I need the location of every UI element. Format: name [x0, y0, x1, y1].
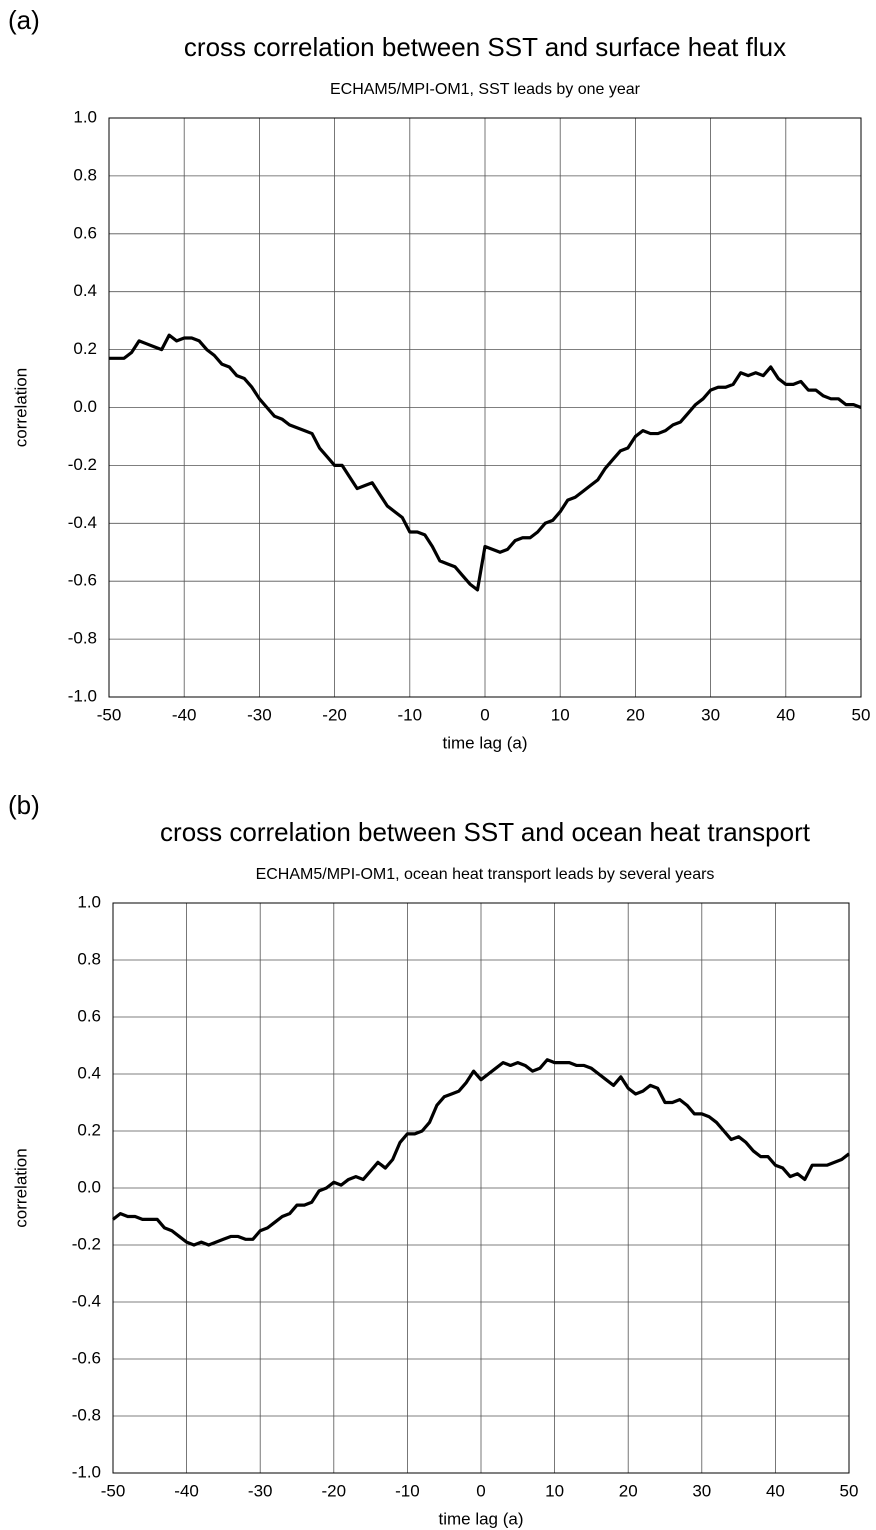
- chart-title: cross correlation between SST and surfac…: [184, 32, 786, 62]
- y-tick-label: -0.6: [68, 571, 97, 590]
- y-tick-label: -1.0: [72, 1462, 101, 1481]
- x-tick-label: -20: [322, 705, 347, 724]
- x-tick-label: 40: [766, 1481, 785, 1500]
- y-tick-label: -0.4: [72, 1291, 101, 1310]
- y-axis-label: correlation: [11, 368, 30, 447]
- data-line: [112, 1058, 850, 1247]
- data-line: [109, 333, 862, 592]
- chart-title: cross correlation between SST and ocean …: [160, 817, 811, 847]
- x-tick-label: 30: [701, 705, 720, 724]
- x-tick-label: 30: [692, 1481, 711, 1500]
- y-tick-label: -0.2: [68, 455, 97, 474]
- y-tick-label: -0.4: [68, 513, 97, 532]
- x-tick-label: 0: [476, 1481, 485, 1500]
- x-tick-label: -50: [97, 705, 122, 724]
- x-tick-label: -40: [172, 705, 197, 724]
- y-tick-label: 0.8: [77, 949, 101, 968]
- y-tick-label: 0.2: [73, 339, 97, 358]
- x-tick-label: 10: [545, 1481, 564, 1500]
- x-tick-label: 20: [619, 1481, 638, 1500]
- x-tick-label: -40: [174, 1481, 199, 1500]
- panel-label: (b): [8, 790, 40, 820]
- y-tick-label: 0.6: [73, 223, 97, 242]
- y-axis-label: correlation: [11, 1148, 30, 1227]
- x-tick-label: 10: [551, 705, 570, 724]
- y-tick-label: 1.0: [77, 892, 101, 911]
- y-tick-label: 0.4: [77, 1063, 101, 1082]
- y-tick-label: -0.6: [72, 1348, 101, 1367]
- y-tick-label: -0.8: [72, 1405, 101, 1424]
- y-tick-label: -0.2: [72, 1234, 101, 1253]
- x-tick-label: -30: [247, 705, 272, 724]
- panel-label: (a): [8, 5, 40, 35]
- y-tick-label: 1.0: [73, 107, 97, 126]
- y-tick-label: -1.0: [68, 686, 97, 705]
- x-axis-label: time lag (a): [438, 1509, 523, 1528]
- x-tick-label: 40: [776, 705, 795, 724]
- x-tick-label: -50: [101, 1481, 126, 1500]
- y-tick-label: 0.0: [77, 1177, 101, 1196]
- x-tick-label: 50: [840, 1481, 859, 1500]
- y-tick-label: 0.4: [73, 281, 97, 300]
- y-tick-label: 0.0: [73, 397, 97, 416]
- x-tick-label: 50: [852, 705, 871, 724]
- chart-subtitle: ECHAM5/MPI-OM1, SST leads by one year: [330, 81, 641, 98]
- x-tick-label: 0: [480, 705, 489, 724]
- x-tick-label: -10: [395, 1481, 420, 1500]
- y-tick-label: 0.8: [73, 165, 97, 184]
- x-tick-label: -20: [322, 1481, 347, 1500]
- x-tick-label: -30: [248, 1481, 273, 1500]
- y-tick-label: 0.6: [77, 1006, 101, 1025]
- y-tick-label: 0.2: [77, 1120, 101, 1139]
- y-tick-label: -0.8: [68, 629, 97, 648]
- plot-frame: [112, 902, 850, 1474]
- x-tick-label: 20: [626, 705, 645, 724]
- chart-subtitle: ECHAM5/MPI-OM1, ocean heat transport lea…: [256, 866, 715, 883]
- x-tick-label: -10: [398, 705, 423, 724]
- x-axis-label: time lag (a): [442, 733, 527, 752]
